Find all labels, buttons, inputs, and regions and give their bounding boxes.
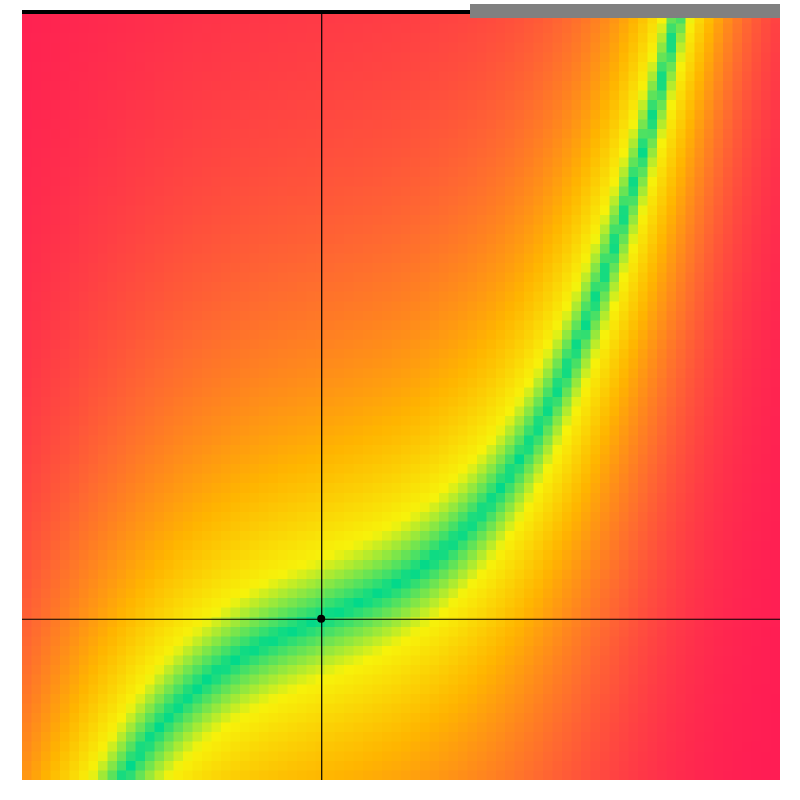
overlay-canvas — [0, 0, 800, 800]
plot-container — [0, 0, 800, 800]
